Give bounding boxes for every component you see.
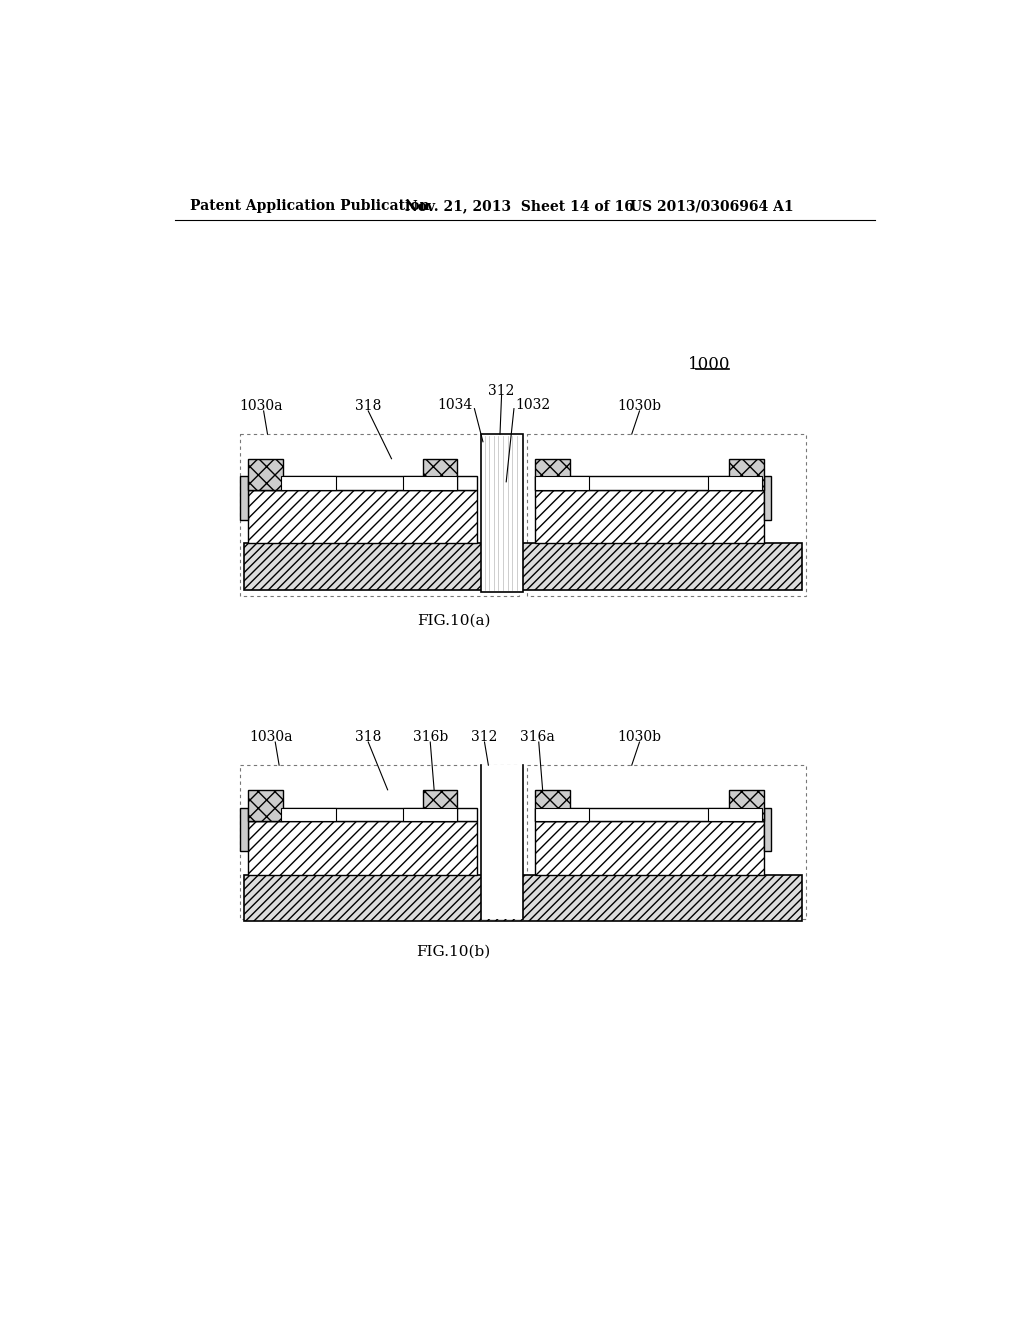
Text: FIG.10(a): FIG.10(a) [417, 614, 490, 627]
Text: 1000: 1000 [688, 356, 730, 374]
Bar [248, 789, 283, 821]
Bar [248, 490, 477, 544]
Bar [282, 808, 336, 821]
Bar [729, 459, 764, 490]
Text: 1034: 1034 [437, 397, 473, 412]
Bar [403, 808, 458, 821]
Bar [423, 789, 458, 821]
Text: 318: 318 [355, 730, 381, 744]
Bar [527, 766, 806, 919]
Text: 1030a: 1030a [240, 400, 283, 413]
Bar [241, 766, 519, 919]
Bar [764, 808, 771, 851]
Bar [248, 808, 477, 821]
Bar [708, 477, 762, 490]
Bar [241, 477, 248, 520]
Bar [282, 477, 336, 490]
Text: 1030a: 1030a [250, 730, 293, 744]
Text: 316a: 316a [520, 730, 555, 744]
Bar [245, 544, 802, 590]
Text: 1032: 1032 [515, 397, 551, 412]
Text: 312: 312 [488, 384, 515, 397]
Bar [535, 459, 569, 490]
Bar [535, 477, 589, 490]
Text: 1030b: 1030b [617, 400, 662, 413]
Bar [535, 789, 569, 821]
Bar [248, 821, 477, 874]
Bar [480, 766, 523, 919]
Bar [248, 459, 283, 490]
Bar [535, 477, 764, 490]
Bar [403, 477, 458, 490]
Bar [480, 434, 523, 591]
Bar [729, 789, 764, 821]
Bar [708, 808, 762, 821]
Text: 316b: 316b [413, 730, 447, 744]
Bar [535, 808, 589, 821]
Bar [423, 459, 458, 490]
Text: FIG.10(b): FIG.10(b) [417, 945, 490, 958]
Text: US 2013/0306964 A1: US 2013/0306964 A1 [630, 199, 794, 213]
Bar [241, 434, 519, 595]
Text: Patent Application Publication: Patent Application Publication [190, 199, 430, 213]
Bar [764, 477, 771, 520]
Bar [248, 477, 477, 490]
Text: 318: 318 [355, 400, 381, 413]
Bar [241, 808, 248, 851]
Bar [535, 490, 764, 544]
Bar [527, 434, 806, 595]
Text: 1030b: 1030b [617, 730, 662, 744]
Bar [535, 808, 764, 821]
Bar [535, 821, 764, 874]
Bar [245, 874, 802, 921]
Text: 312: 312 [471, 730, 498, 744]
Text: Nov. 21, 2013  Sheet 14 of 16: Nov. 21, 2013 Sheet 14 of 16 [406, 199, 634, 213]
